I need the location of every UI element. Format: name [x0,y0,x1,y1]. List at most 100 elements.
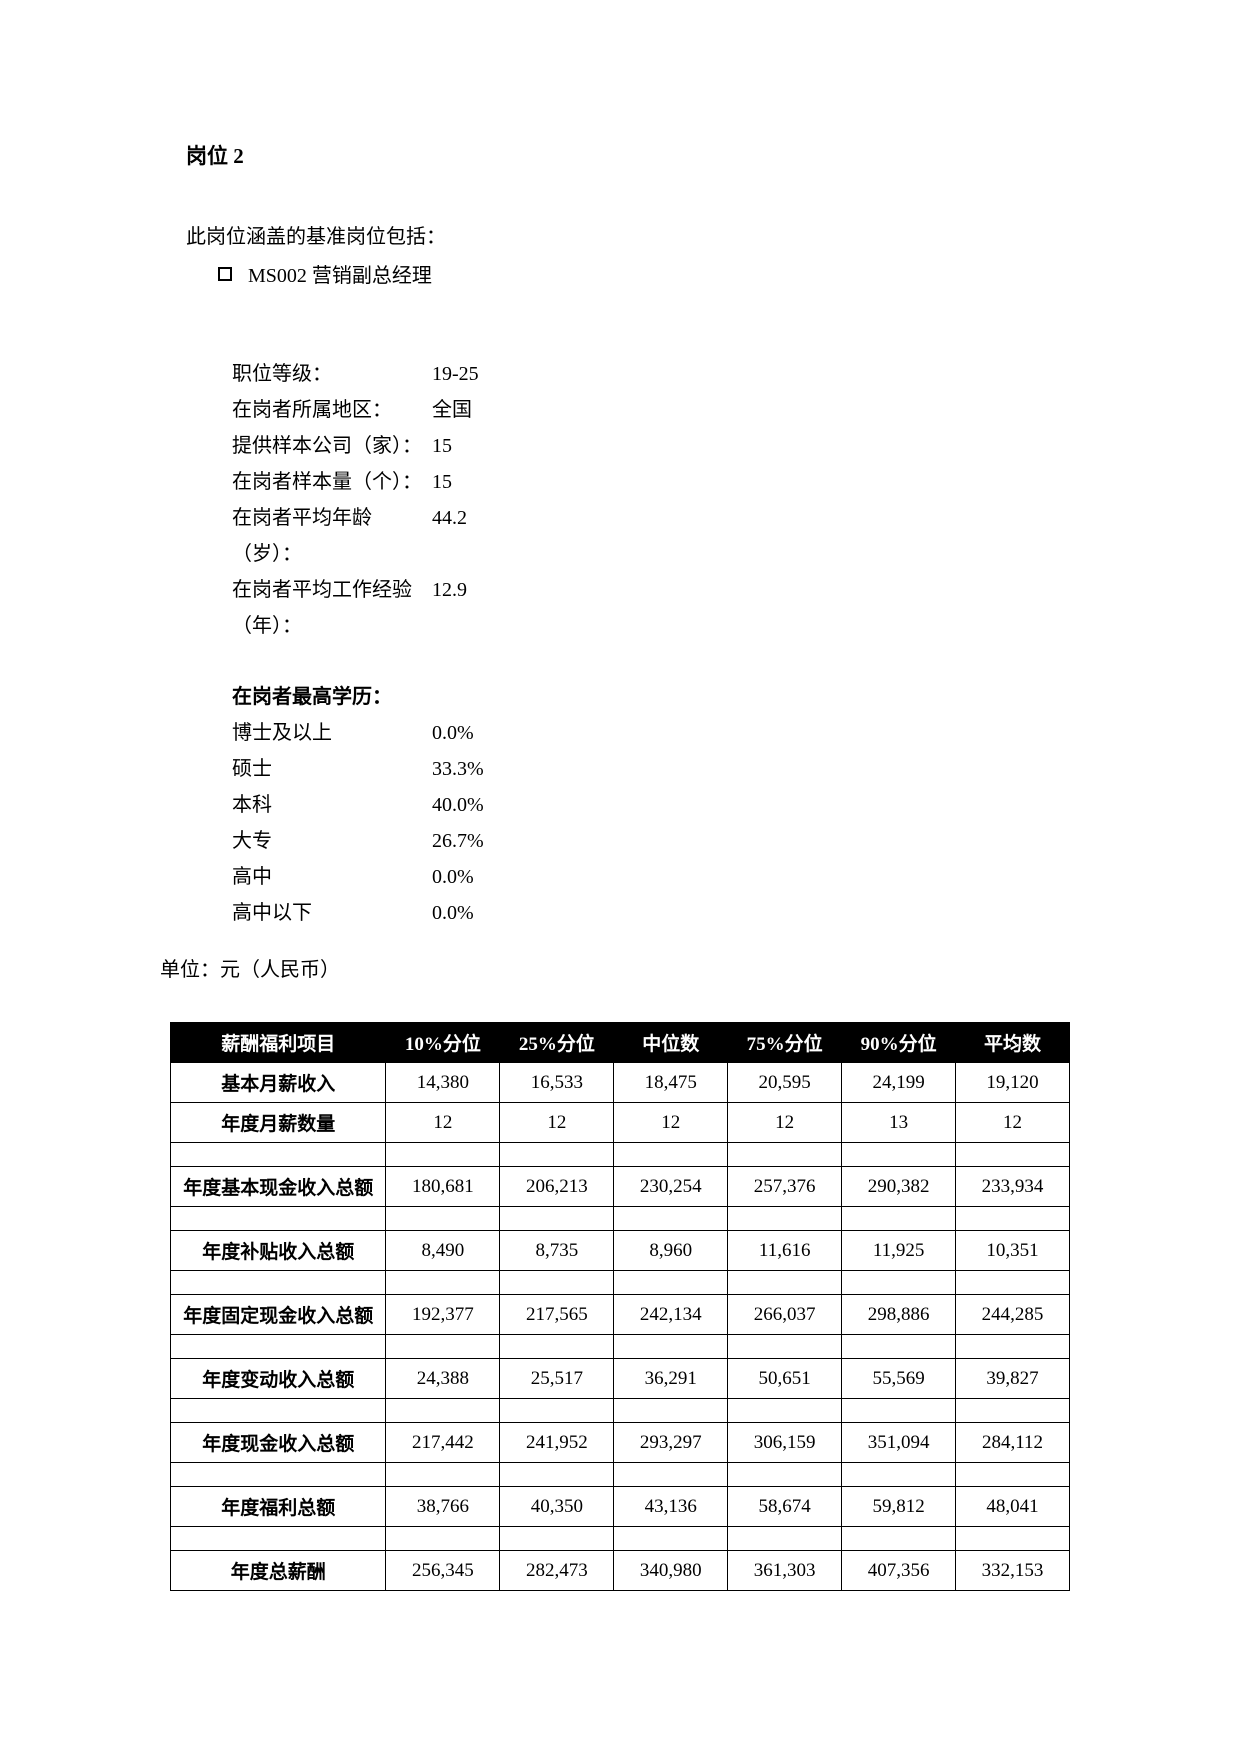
table-header-cell: 平均数 [956,1023,1070,1063]
spacer-row [171,1335,1070,1359]
spacer-cell [500,1527,614,1551]
info-row: 在岗者平均年龄（岁）：44.2 [232,500,1070,572]
data-cell: 43,136 [614,1487,728,1527]
data-cell: 351,094 [842,1423,956,1463]
data-cell: 180,681 [386,1167,500,1207]
table-header-cell: 25%分位 [500,1023,614,1063]
spacer-row [171,1271,1070,1295]
data-cell: 266,037 [728,1295,842,1335]
row-label-cell: 年度补贴收入总额 [171,1231,386,1271]
position-title: 岗位 2 [186,140,1070,170]
spacer-cell [842,1207,956,1231]
spacer-cell [956,1143,1070,1167]
data-cell: 59,812 [842,1487,956,1527]
edu-value: 40.0% [432,787,552,823]
data-cell: 58,674 [728,1487,842,1527]
spacer-cell [728,1463,842,1487]
edu-value: 33.3% [432,751,552,787]
data-cell: 233,934 [956,1167,1070,1207]
edu-row: 本科40.0% [232,787,1070,823]
edu-value: 0.0% [432,859,552,895]
spacer-cell [171,1335,386,1359]
edu-label: 博士及以上 [232,715,432,751]
spacer-cell [386,1271,500,1295]
row-label-cell: 年度基本现金收入总额 [171,1167,386,1207]
spacer-cell [728,1143,842,1167]
info-row: 在岗者平均工作经验（年）：12.9 [232,572,1070,644]
data-cell: 12 [500,1103,614,1143]
data-cell: 38,766 [386,1487,500,1527]
row-label-cell: 年度月薪数量 [171,1103,386,1143]
spacer-cell [614,1143,728,1167]
table-row: 年度固定现金收入总额192,377217,565242,134266,03729… [171,1295,1070,1335]
edu-value: 26.7% [432,823,552,859]
data-cell: 332,153 [956,1551,1070,1591]
table-row: 年度月薪数量121212121312 [171,1103,1070,1143]
data-cell: 8,735 [500,1231,614,1271]
spacer-cell [500,1399,614,1423]
spacer-cell [386,1463,500,1487]
education-title: 在岗者最高学历： [232,680,1070,709]
edu-row: 高中0.0% [232,859,1070,895]
spacer-cell [956,1271,1070,1295]
edu-label: 大专 [232,823,432,859]
data-cell: 284,112 [956,1423,1070,1463]
info-label: 提供样本公司（家）： [232,428,432,464]
info-value: 15 [432,464,552,500]
table-row: 年度补贴收入总额8,4908,7358,96011,61611,92510,35… [171,1231,1070,1271]
data-cell: 13 [842,1103,956,1143]
data-cell: 50,651 [728,1359,842,1399]
spacer-cell [728,1399,842,1423]
data-cell: 12 [614,1103,728,1143]
info-value: 15 [432,428,552,464]
data-cell: 298,886 [842,1295,956,1335]
spacer-cell [956,1399,1070,1423]
edu-row: 大专26.7% [232,823,1070,859]
data-cell: 12 [956,1103,1070,1143]
info-label: 在岗者样本量（个）： [232,464,432,500]
spacer-cell [171,1271,386,1295]
data-cell: 12 [386,1103,500,1143]
table-row: 年度基本现金收入总额180,681206,213230,254257,37629… [171,1167,1070,1207]
spacer-cell [842,1463,956,1487]
info-value: 19-25 [432,356,552,392]
spacer-row [171,1463,1070,1487]
spacer-cell [728,1335,842,1359]
table-header-cell: 90%分位 [842,1023,956,1063]
info-label: 在岗者所属地区： [232,392,432,428]
data-cell: 14,380 [386,1063,500,1103]
table-row: 年度福利总额38,76640,35043,13658,67459,81248,0… [171,1487,1070,1527]
compensation-table: 薪酬福利项目10%分位25%分位中位数75%分位90%分位平均数 基本月薪收入1… [170,1022,1070,1591]
bullet-text: MS002 营销副总经理 [248,259,432,288]
data-cell: 407,356 [842,1551,956,1591]
row-label-cell: 年度变动收入总额 [171,1359,386,1399]
edu-value: 0.0% [432,895,552,931]
edu-value: 0.0% [432,715,552,751]
row-label-cell: 年度固定现金收入总额 [171,1295,386,1335]
info-row: 提供样本公司（家）：15 [232,428,1070,464]
info-block: 职位等级：19-25在岗者所属地区：全国提供样本公司（家）：15在岗者样本量（个… [232,356,1070,931]
spacer-cell [500,1271,614,1295]
spacer-cell [171,1463,386,1487]
spacer-cell [728,1527,842,1551]
spacer-cell [728,1207,842,1231]
data-cell: 340,980 [614,1551,728,1591]
spacer-cell [614,1463,728,1487]
data-cell: 230,254 [614,1167,728,1207]
data-cell: 18,475 [614,1063,728,1103]
spacer-cell [500,1143,614,1167]
intro-text: 此岗位涵盖的基准岗位包括： [170,220,1070,249]
table-row: 年度变动收入总额24,38825,51736,29150,65155,56939… [171,1359,1070,1399]
data-cell: 217,565 [500,1295,614,1335]
row-label-cell: 年度总薪酬 [171,1551,386,1591]
data-cell: 25,517 [500,1359,614,1399]
data-cell: 55,569 [842,1359,956,1399]
spacer-row [171,1207,1070,1231]
spacer-cell [842,1527,956,1551]
table-header-cell: 薪酬福利项目 [171,1023,386,1063]
info-row: 在岗者所属地区：全国 [232,392,1070,428]
spacer-cell [842,1399,956,1423]
page-content: 岗位 2 此岗位涵盖的基准岗位包括： MS002 营销副总经理 职位等级：19-… [0,0,1240,1671]
data-cell: 24,388 [386,1359,500,1399]
data-cell: 19,120 [956,1063,1070,1103]
